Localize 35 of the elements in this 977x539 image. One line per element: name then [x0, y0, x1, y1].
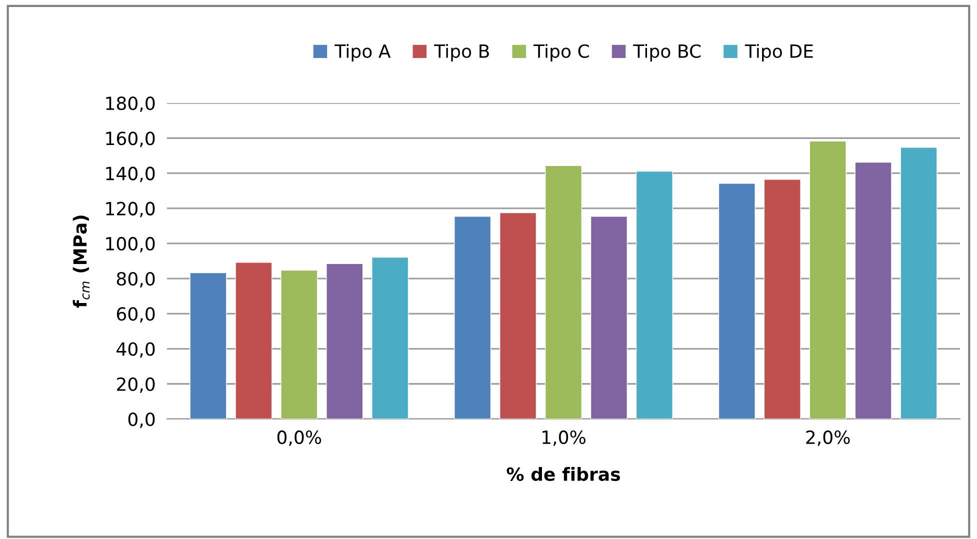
bar [280, 270, 318, 419]
legend-label: Tipo BC [633, 44, 701, 62]
legend-label: Tipo C [533, 44, 589, 62]
bar [900, 147, 938, 419]
x-tick-label: 0,0% [277, 430, 322, 446]
y-tick-label: 60,0 [116, 307, 155, 323]
bar [544, 165, 582, 419]
y-tick-label: 180,0 [106, 96, 155, 112]
bar [190, 272, 227, 419]
bar [454, 216, 492, 419]
y-tick-label: 100,0 [106, 236, 155, 252]
legend-label: Tipo A [334, 44, 391, 62]
x-axis-title: % de fibras [506, 467, 620, 482]
x-tick-label: 2,0% [806, 430, 850, 446]
y-tick-label: 80,0 [116, 272, 155, 288]
bar [718, 183, 756, 419]
y-tick-label: 20,0 [117, 377, 155, 393]
bar [636, 170, 673, 419]
y-tick-label: 40,0 [116, 342, 155, 358]
y-axis-title: f$_{cm}$ (MPa) [72, 216, 90, 308]
bar [326, 263, 364, 419]
bar [500, 212, 537, 419]
bar [372, 256, 409, 419]
bar [764, 179, 801, 419]
legend-label: Tipo B [434, 44, 489, 62]
bar [854, 162, 892, 419]
bar [809, 140, 846, 419]
bar [235, 262, 272, 419]
y-tick-label: 160,0 [106, 132, 155, 148]
y-tick-label: 140,0 [106, 166, 155, 182]
y-tick-label: 120,0 [106, 202, 155, 218]
y-tick-label: 0,0 [128, 412, 155, 428]
legend-label: Tipo DE [744, 44, 813, 62]
x-tick-label: 1,0% [542, 430, 586, 446]
bar [590, 216, 628, 419]
